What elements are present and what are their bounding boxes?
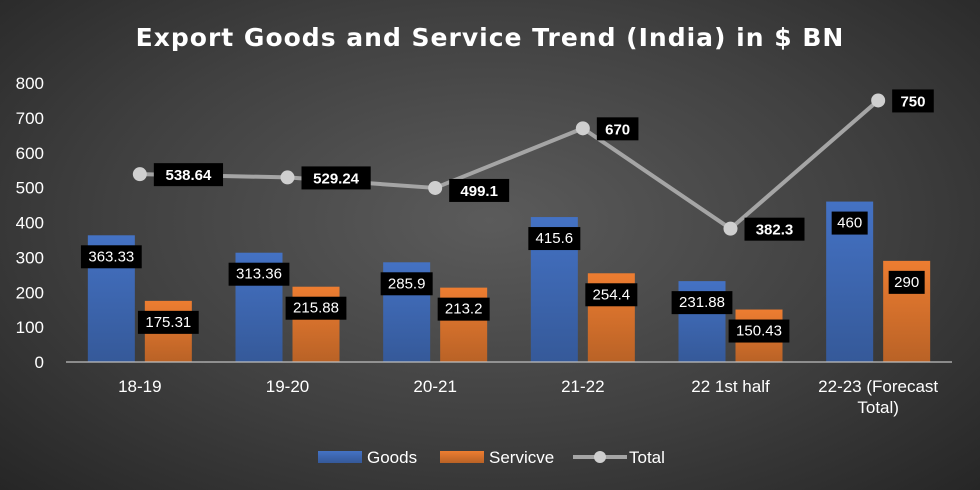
service-label-box	[728, 319, 790, 343]
goods-data-label: 363.33	[88, 248, 134, 265]
goods-data-label: 415.6	[536, 230, 574, 247]
goods-data-label: 231.88	[679, 294, 725, 311]
goods-label-box	[528, 227, 581, 251]
total-series-line	[139, 98, 880, 231]
y-tick-label: 400	[16, 214, 44, 233]
total-label-box	[744, 217, 805, 241]
y-tick-label: 700	[16, 109, 44, 128]
total-point	[871, 93, 886, 108]
total-point	[132, 167, 147, 182]
service-label-box	[585, 283, 638, 307]
y-tick-label: 800	[16, 74, 44, 93]
y-tick-label: 500	[16, 179, 44, 198]
y-tick-label: 100	[16, 318, 44, 337]
service-label-box	[285, 296, 347, 320]
x-axis: 18-19 19-20 20-21 21-22 22 1st half 22-23 (Fo…	[118, 377, 938, 417]
x-tick-label: 22-23 (Forecast Total)	[818, 377, 938, 417]
legend-label: Servicve	[489, 448, 554, 467]
total-point	[280, 170, 295, 185]
legend-marker	[594, 451, 606, 463]
goods-label-box	[671, 291, 733, 315]
total-data-label: 538.64	[165, 167, 212, 184]
service-data-label: 215.88	[293, 300, 339, 317]
service-data-label: 213.2	[445, 301, 483, 318]
goods-data-label: 313.36	[236, 266, 282, 283]
service-label-box	[888, 270, 925, 294]
legend: Goods Servicve Total	[318, 448, 665, 467]
chart-title: Export Goods and Service Trend (India) i…	[136, 23, 845, 52]
service-data-label: 290	[894, 274, 919, 291]
legend-swatch	[318, 451, 362, 463]
service-data-label: 254.4	[593, 286, 631, 303]
goods-label-box	[831, 211, 868, 235]
y-axis: 0 100 200 300 400 500 600 700 800	[16, 74, 44, 372]
y-tick-label: 300	[16, 248, 44, 267]
total-point	[723, 221, 738, 236]
total-label-box	[153, 163, 224, 187]
total-data-label: 499.1	[460, 183, 498, 200]
x-tick-label: 18-19	[118, 377, 161, 396]
goods-label-box	[80, 245, 142, 269]
total-point	[428, 180, 443, 195]
total-point	[575, 121, 590, 136]
y-tick-label: 600	[16, 144, 44, 163]
x-tick-label: 20-21	[413, 377, 456, 396]
total-label-box	[449, 178, 510, 202]
x-tick-label: 21-22	[561, 377, 604, 396]
goods-data-label: 285.9	[388, 275, 426, 292]
service-label-box	[437, 297, 490, 321]
total-label-box	[892, 89, 934, 113]
total-label-box	[301, 166, 371, 190]
service-label-box	[137, 310, 199, 334]
total-line: 538.64 529.24 499.1 670 382.3 750	[132, 89, 934, 241]
total-data-label: 670	[605, 121, 630, 138]
total-data-label: 529.24	[313, 170, 360, 187]
legend-label: Goods	[367, 448, 417, 467]
y-tick-label: 200	[16, 283, 44, 302]
goods-data-label: 460	[837, 215, 862, 232]
x-tick-label: 19-20	[266, 377, 309, 396]
total-data-label: 750	[900, 93, 925, 110]
service-data-label: 175.31	[145, 314, 191, 331]
goods-label-box	[228, 262, 290, 286]
total-label-box	[596, 117, 639, 141]
total-data-label: 382.3	[756, 222, 794, 239]
service-data-label: 150.43	[736, 323, 782, 340]
x-tick-label: 22 1st half	[691, 377, 770, 396]
legend-swatch	[440, 451, 484, 463]
bar-labels: 363.33 313.36 285.9 415.6 231.88 460 175.31 215…	[80, 211, 925, 343]
y-tick-label: 0	[35, 353, 44, 372]
legend-label: Total	[629, 448, 665, 467]
goods-label-box	[380, 272, 433, 296]
